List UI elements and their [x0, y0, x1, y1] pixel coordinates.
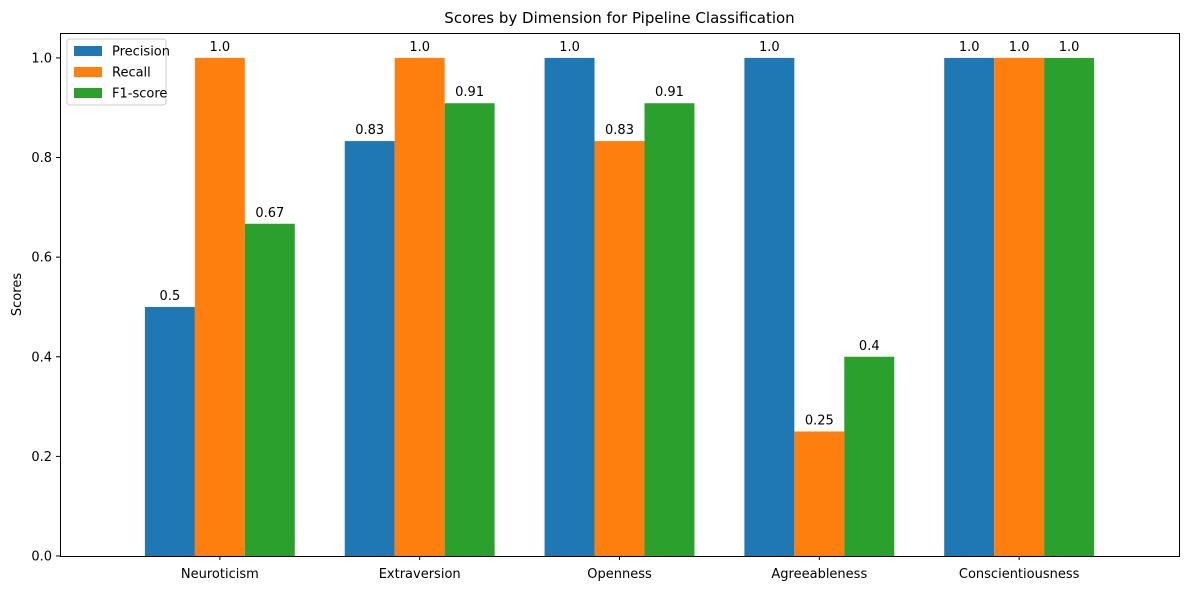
value-label: 0.4 — [859, 339, 880, 354]
y-tick-label: 0.0 — [31, 550, 52, 565]
y-tick-label: 0.2 — [31, 450, 52, 465]
value-label: 0.83 — [605, 123, 634, 138]
x-tick-label: Agreeableness — [771, 567, 867, 582]
value-label: 0.83 — [355, 123, 384, 138]
bar-f1-score-openness — [644, 103, 695, 556]
legend-swatch — [74, 67, 102, 77]
x-axis: Neuroticism Extraversion Openness Agreeable… — [181, 556, 1080, 582]
y-tick-label: 1.0 — [31, 51, 52, 66]
value-label: 1.0 — [559, 40, 580, 55]
legend-swatch — [74, 46, 102, 56]
value-label: 1.0 — [759, 40, 780, 55]
plot-frame — [60, 33, 1180, 557]
value-label: 0.25 — [805, 413, 834, 428]
value-label: 0.91 — [455, 85, 484, 100]
x-tick-label: Conscientiousness — [959, 567, 1080, 582]
bar-recall-openness — [594, 141, 645, 556]
value-label: 1.0 — [959, 40, 980, 55]
x-tick-label: Openness — [587, 567, 652, 582]
value-label: 0.67 — [255, 206, 284, 221]
bar-precision-openness — [544, 57, 595, 557]
x-tick-label: Extraversion — [379, 567, 461, 582]
bar-recall-neuroticism — [194, 57, 245, 557]
y-tick-label: 0.6 — [31, 251, 52, 266]
legend-entry: F1-score — [112, 87, 167, 102]
bar-recall-conscientiousness — [994, 57, 1045, 557]
legend-entry: Recall — [112, 66, 151, 81]
bar-precision-extraversion — [344, 141, 395, 556]
value-label: 0.5 — [160, 289, 181, 304]
y-axis-label: Scores — [10, 273, 25, 316]
bar-precision-agreeableness — [744, 57, 795, 557]
legend: Precision Recall F1-score — [66, 38, 170, 106]
value-label: 1.0 — [1059, 40, 1080, 55]
bar-recall-extraversion — [394, 57, 445, 557]
value-label: 1.0 — [409, 40, 430, 55]
x-tick-label: Neuroticism — [181, 567, 259, 582]
value-label: 0.91 — [655, 85, 684, 100]
bar-recall-agreeableness — [794, 431, 845, 556]
bar-f1-score-extraversion — [444, 103, 495, 556]
bar-f1-score-conscientiousness — [1044, 57, 1095, 557]
bar-f1-score-agreeableness — [844, 356, 895, 556]
chart-title: Scores by Dimension for Pipeline Classif… — [444, 9, 794, 27]
bar-precision-conscientiousness — [944, 57, 995, 557]
y-tick-label: 0.8 — [31, 151, 52, 166]
legend-swatch — [74, 88, 102, 98]
y-axis: 0.0 0.2 0.4 0.6 0.8 1.0 — [31, 51, 60, 565]
bars-group — [144, 57, 1095, 557]
bar-f1-score-neuroticism — [244, 223, 295, 556]
bar-precision-neuroticism — [144, 306, 195, 556]
legend-entry: Precision — [112, 45, 170, 60]
value-labels-group: 0.5 0.83 1.0 1.0 1.0 1.0 1.0 0.83 0.25 1.0 0.67 0.9… — [160, 40, 1080, 429]
y-tick-label: 0.4 — [31, 350, 52, 365]
value-label: 1.0 — [1009, 40, 1030, 55]
value-label: 1.0 — [210, 40, 231, 55]
